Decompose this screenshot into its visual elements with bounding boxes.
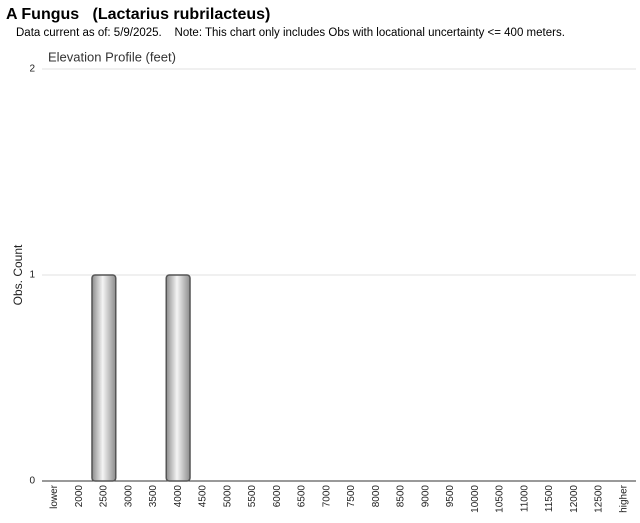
y-tick-label: 0 bbox=[29, 476, 35, 487]
y-axis-label: Obs. Count bbox=[11, 244, 25, 305]
x-tick-label: 12500 bbox=[594, 485, 605, 513]
x-tick-label: 9000 bbox=[420, 485, 431, 508]
subtitle: Data current as of: 5/9/2025. Note: This… bbox=[16, 27, 565, 39]
bar bbox=[91, 274, 117, 482]
x-tick-label: 4000 bbox=[173, 485, 184, 508]
x-tick-label: higher bbox=[618, 484, 629, 512]
x-tick-label: lower bbox=[49, 484, 60, 509]
x-tick-label: 10000 bbox=[470, 485, 481, 513]
x-tick-label: 3500 bbox=[148, 485, 159, 508]
x-tick-label: 5000 bbox=[222, 485, 233, 508]
x-tick-label: 8500 bbox=[396, 485, 407, 508]
bar bbox=[165, 274, 191, 482]
y-tick-label: 1 bbox=[29, 270, 35, 281]
x-tick-label: 7500 bbox=[346, 485, 357, 508]
x-tick-label: 8000 bbox=[371, 485, 382, 508]
x-tick-label: 2000 bbox=[74, 485, 85, 508]
x-tick-label: 5500 bbox=[247, 485, 258, 508]
x-tick-label: 7000 bbox=[321, 485, 332, 508]
x-tick-label: 2500 bbox=[99, 485, 110, 508]
x-tick-label: 12000 bbox=[569, 485, 580, 513]
y-tick-label: 2 bbox=[29, 64, 35, 75]
x-tick-label: 9500 bbox=[445, 485, 456, 508]
x-tick-label: 4500 bbox=[198, 485, 209, 508]
plot-title: Elevation Profile (feet) bbox=[48, 49, 176, 64]
x-tick-label: 10500 bbox=[495, 485, 506, 513]
x-tick-label: 6000 bbox=[272, 485, 283, 508]
x-tick-label: 6500 bbox=[297, 485, 308, 508]
x-tick-label: 11000 bbox=[519, 485, 530, 513]
x-tick-label: 3000 bbox=[123, 485, 134, 508]
page-title: A Fungus (Lactarius rubrilacteus) bbox=[6, 6, 270, 23]
x-tick-label: 11500 bbox=[544, 485, 555, 513]
